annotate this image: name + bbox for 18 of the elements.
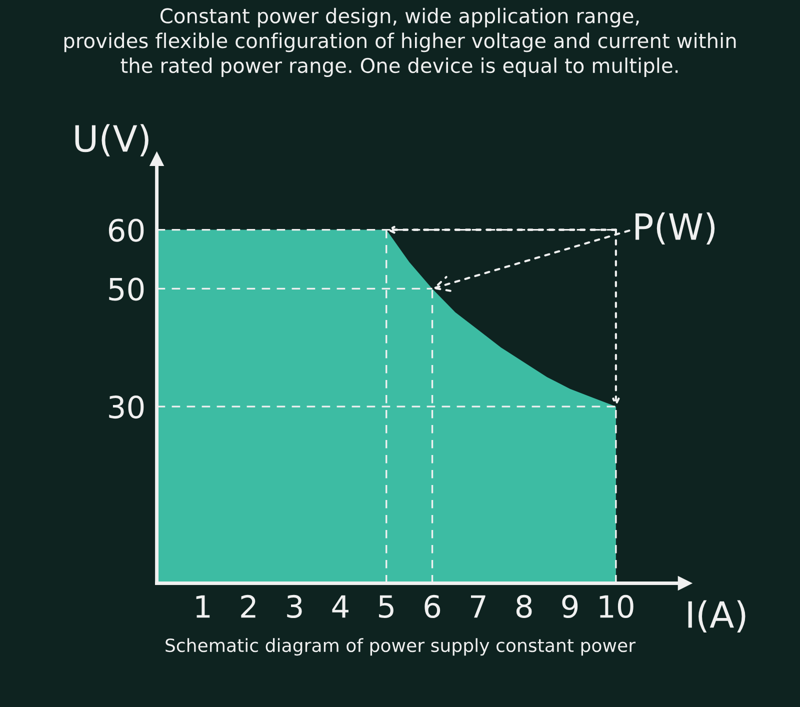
text: Schematic diagram of power supply constant power	[166, 638, 636, 656]
x-tick-label: 4	[332, 595, 348, 618]
x-tick-label: 1	[196, 595, 210, 618]
x-tick-label: 5	[379, 595, 394, 618]
x-axis-title: I(A)	[688, 600, 746, 632]
y-tick-label: 30	[109, 395, 144, 419]
y-axis-title: U(V)	[75, 124, 148, 156]
x-tick-label: 2	[241, 594, 256, 618]
y-tick-label: 50	[109, 278, 144, 301]
chart-title: Constant power design, wide application range, provides flexible configuration of higher voltage and current within the rated power range. One device is equal to multiple.	[64, 8, 736, 78]
y-tick-label: 60	[108, 218, 144, 242]
x-tick-label: 8	[516, 594, 532, 618]
x-tick-label: 7	[470, 595, 486, 618]
x-tick-label: 9	[562, 594, 578, 618]
x-tick-label: 6	[424, 594, 440, 618]
x-tick-label: 3	[287, 594, 302, 618]
x-tick-label: 10	[600, 594, 634, 618]
annotation: P(W)	[636, 212, 715, 244]
